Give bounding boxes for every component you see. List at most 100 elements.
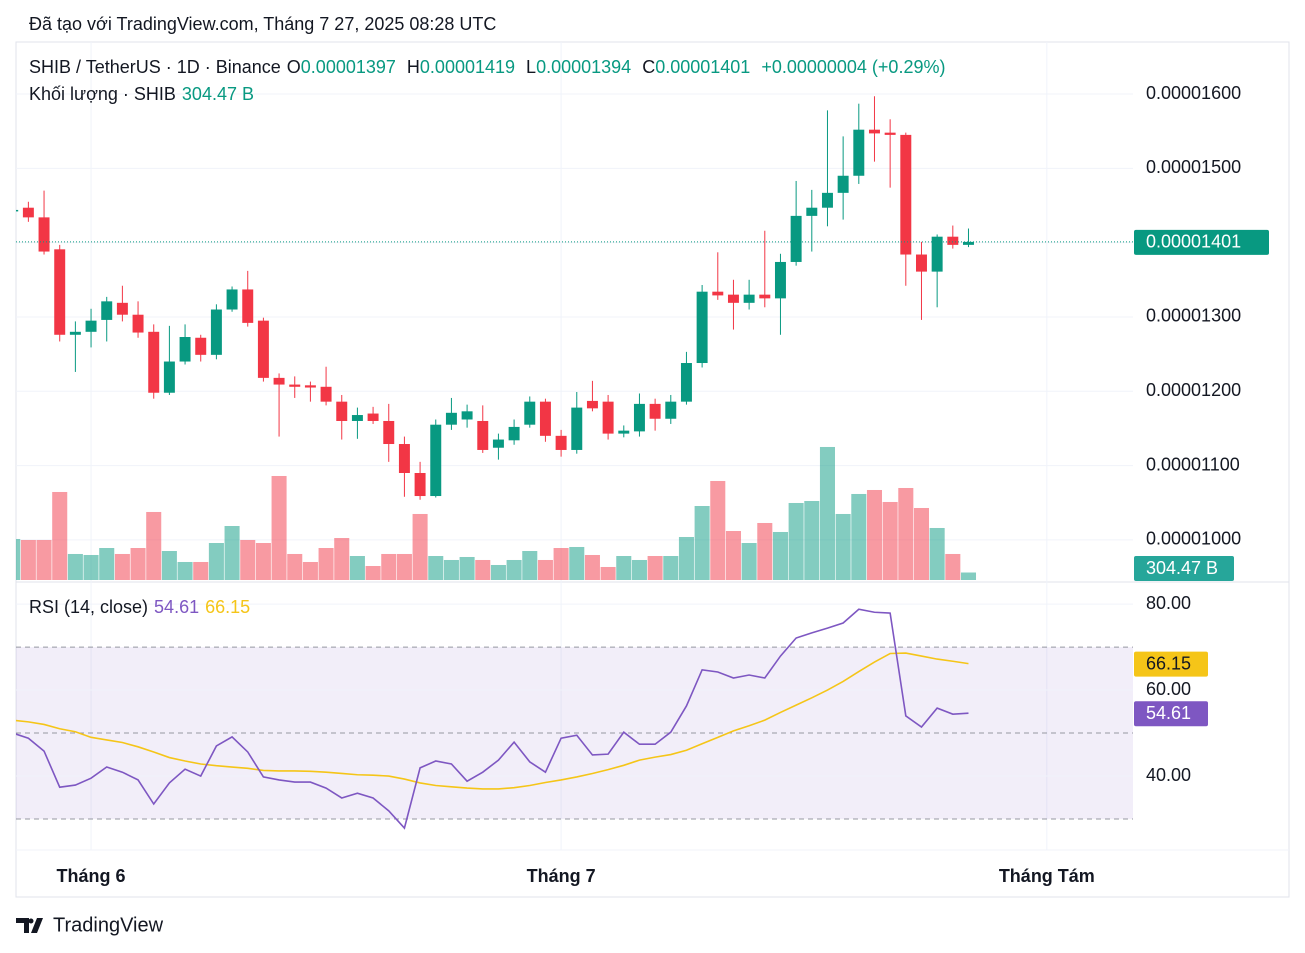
volume-bar: [882, 501, 898, 580]
last-price-label: 0.00001401: [1146, 232, 1241, 252]
volume-bar: [240, 539, 256, 580]
candle-body: [508, 426, 520, 441]
volume-bar: [349, 556, 365, 580]
candle-body: [273, 377, 285, 385]
volume-bar: [506, 559, 522, 580]
candle-body: [320, 386, 332, 402]
volume-bar: [99, 548, 115, 580]
candle-body: [54, 249, 66, 335]
candle-body: [806, 207, 818, 216]
candle-body: [868, 129, 880, 134]
candle-body: [680, 363, 692, 402]
volume-tag-label: 304.47 B: [1146, 558, 1218, 578]
candle-body: [915, 254, 927, 272]
brand-name: TradingView: [53, 914, 164, 936]
candle-body: [22, 207, 34, 218]
volume-bar: [52, 491, 68, 580]
volume-bar: [772, 531, 788, 580]
volume-bar: [788, 502, 804, 580]
volume-bar: [584, 554, 600, 580]
volume-bar: [271, 475, 287, 580]
volume-bar: [710, 480, 726, 580]
volume-bar: [114, 553, 130, 580]
rsi-line: [16, 608, 969, 830]
volume-bar: [193, 561, 209, 580]
candle-body: [38, 217, 50, 252]
rsi-name: RSI (14, close): [29, 597, 149, 617]
candle-body: [649, 403, 661, 419]
volume-bar: [412, 513, 428, 580]
ohlc-value: 0.00001397: [300, 57, 396, 77]
candle-body: [962, 241, 974, 245]
y-tick-label: 0.00001000: [1146, 529, 1241, 549]
brand-logo: TradingView: [16, 914, 164, 936]
volume-bar: [663, 556, 679, 580]
volume-bar: [255, 543, 271, 580]
volume-name: Khối lượng · SHIB: [29, 84, 176, 104]
candle-body: [555, 435, 567, 450]
y-tick-label: 0.00001100: [1146, 454, 1240, 474]
volume-bar: [428, 556, 444, 580]
volume-bar: [318, 548, 334, 580]
candle-body: [210, 309, 222, 355]
candle-body: [821, 192, 833, 208]
volume-bar: [365, 566, 381, 580]
volume-bar: [647, 556, 663, 580]
ohlc-value: 0.00001419: [419, 57, 516, 77]
candle-body: [116, 302, 128, 315]
volume-bar: [20, 539, 36, 580]
candle-body: [195, 337, 207, 355]
volume-bar: [537, 559, 553, 580]
change: +0.00000004 (+0.29%): [761, 57, 946, 77]
volume-bar: [725, 531, 741, 580]
volume-bar: [130, 548, 146, 580]
candle-body: [69, 331, 81, 335]
candle-body: [759, 294, 771, 299]
candle-body: [179, 337, 191, 362]
candle-body: [351, 415, 363, 421]
rsi-tick-label: 60.00: [1146, 679, 1191, 699]
candle-body: [289, 384, 301, 387]
ohlc-label: O: [286, 57, 301, 77]
ohlc-value: 0.00001401: [655, 57, 751, 77]
volume-bar: [381, 553, 397, 580]
candle-body: [665, 401, 677, 419]
volume-bar: [898, 487, 914, 580]
candle-body: [414, 472, 426, 497]
candle-body: [712, 291, 724, 296]
rsi-ma-line: [16, 652, 969, 790]
volume-bar: [334, 537, 350, 580]
plot: [16, 96, 1133, 830]
rsi-ma-tag-label: 66.15: [1146, 653, 1191, 673]
volume-bar: [866, 489, 882, 580]
rsi-ma-tag: [1134, 651, 1208, 677]
candle-body: [586, 400, 598, 409]
rsi-tick-label: 80.00: [1146, 593, 1191, 613]
candle-body: [304, 385, 316, 388]
volume-bar: [851, 493, 867, 580]
volume-bar: [616, 556, 632, 580]
ohlc-label: H: [406, 57, 420, 77]
candle-body: [477, 420, 489, 450]
volume-bar: [757, 522, 773, 580]
candle-body: [242, 289, 254, 323]
ohlc-label: C: [642, 57, 656, 77]
candle-body: [16, 209, 19, 212]
volume-bar: [553, 548, 569, 580]
legend-rsi: RSI (14, close) 54.61 66.15: [29, 597, 256, 618]
caption: Đã tạo với TradingView.com, Tháng 7 27, …: [29, 14, 497, 34]
legend-main: SHIB / TetherUS · 1D · Binance O0.0000139…: [29, 57, 951, 78]
candle-body: [853, 129, 865, 176]
candle-body: [696, 291, 708, 364]
candle-body: [947, 236, 959, 245]
volume-bar: [443, 559, 459, 580]
candle-body: [618, 430, 630, 434]
volume-bar: [36, 539, 52, 580]
grid: [16, 42, 1133, 850]
y-tick-label: 0.00001500: [1146, 157, 1241, 177]
rsi-ma-value: 66.15: [205, 597, 251, 617]
volume-bar: [631, 559, 647, 580]
rsi-tick-label: 40.00: [1146, 765, 1191, 785]
candle-body: [226, 289, 238, 310]
